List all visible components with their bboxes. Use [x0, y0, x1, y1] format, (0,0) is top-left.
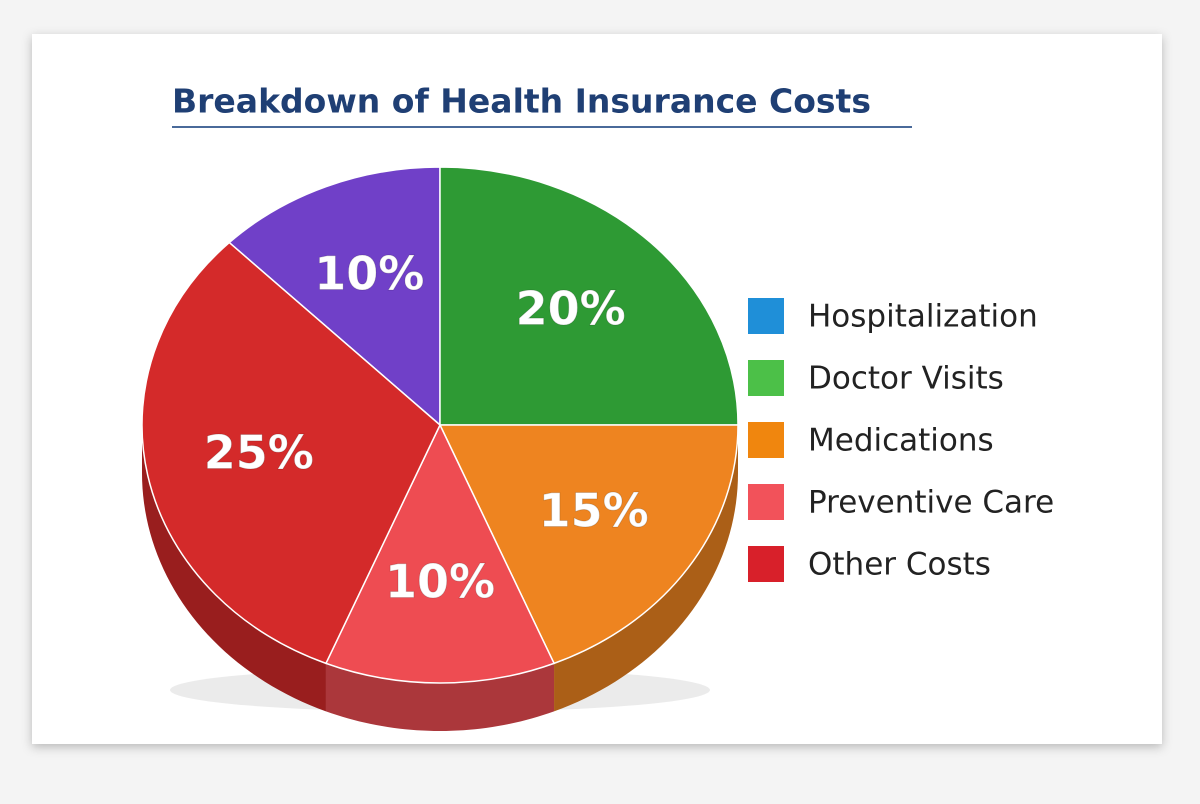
legend-label: Doctor Visits — [808, 361, 1004, 397]
data-label: 15% — [539, 483, 649, 537]
chart-title: Breakdown of Health Insurance Costs — [172, 82, 871, 121]
slice — [141, 241, 441, 665]
data-label: 25% — [204, 426, 314, 480]
legend-swatch — [748, 546, 784, 582]
slice — [228, 166, 441, 427]
legend-label: Preventive Care — [808, 485, 1054, 521]
legend-swatch — [748, 360, 784, 396]
data-label: 10% — [314, 247, 424, 301]
legend-swatch — [748, 484, 784, 520]
legend: Hospitalization Doctor Visits Medications P… — [748, 298, 1054, 583]
slice — [324, 423, 556, 684]
legend-label: Medications — [808, 423, 994, 459]
slice — [439, 166, 739, 426]
legend-swatch — [748, 422, 784, 458]
legend-swatch — [748, 298, 784, 334]
legend-label: Other Costs — [808, 547, 991, 583]
slice-side — [142, 425, 326, 712]
data-label: 20% — [516, 281, 626, 335]
pie: 10% 20% 15% 10% 25% — [141, 166, 739, 731]
slice — [438, 424, 739, 665]
slice-side — [325, 663, 555, 731]
legend-label: Hospitalization — [808, 299, 1038, 335]
slice-side — [554, 425, 738, 712]
data-label: 10% — [385, 554, 495, 608]
